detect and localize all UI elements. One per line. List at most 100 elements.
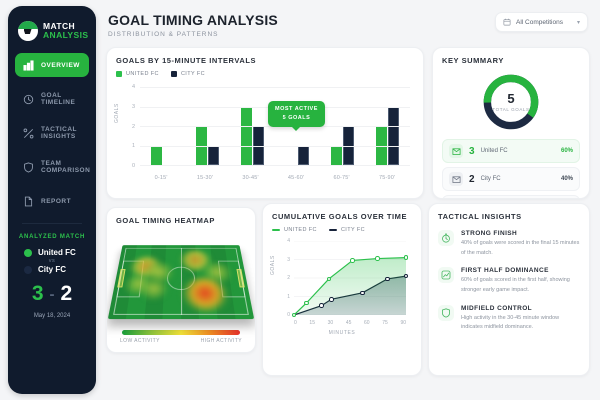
y-tick-label: 2	[131, 123, 135, 130]
donut-chart: 5 TOTAL GOALS	[480, 71, 542, 133]
bar-city[interactable]	[208, 145, 219, 165]
insight-text: 60% of goals scored in the first half, s…	[461, 277, 570, 293]
page-title: GOAL TIMING ANALYSIS	[108, 12, 278, 28]
score-separator: -	[49, 285, 55, 303]
line-chart-x-axis-label: MINUTES	[328, 330, 356, 336]
x-tick-label: 15-30'	[196, 175, 214, 181]
line-point-marker[interactable]	[291, 312, 297, 318]
insight-title: STRONG FINISH	[461, 230, 518, 237]
cumulative-goals-card: CUMULATIVE GOALS OVER TIME UNITED FC CIT…	[262, 203, 422, 376]
bar-united[interactable]	[151, 145, 162, 165]
bar-united[interactable]	[331, 145, 342, 165]
insight-body: FIRST HALF DOMINANCE 60% of goals scored…	[461, 267, 580, 295]
x-tick-label: 60-75'	[333, 175, 350, 181]
line-point-marker[interactable]	[350, 258, 355, 263]
y-tick-label: 1	[131, 143, 135, 150]
donut-chart-svg	[483, 74, 539, 130]
y-tick-label: 3	[287, 256, 290, 263]
bar-city[interactable]	[298, 145, 309, 165]
x-tick-label: 0	[294, 320, 297, 326]
insight-midfield-control: MIDFIELD CONTROL High activity in the 30…	[438, 304, 580, 333]
sidebar-item-goal-timeline[interactable]: GOAL TIMELINE	[15, 87, 89, 111]
sidebar-item-report[interactable]: REPORT	[15, 189, 89, 213]
bar-chart-title: GOALS BY 15-MINUTE INTERVALS	[116, 56, 256, 65]
goal-timing-heatmap-card: GOAL TIMING HEATMAP LOW AC	[106, 207, 256, 353]
brand-text: MATCH ANALYSIS	[43, 22, 88, 40]
shield-icon	[438, 304, 454, 321]
bar-group[interactable]	[151, 87, 174, 165]
legend-label: UNITED FC	[284, 227, 317, 233]
legend-item-united: UNITED FC	[116, 71, 159, 77]
summary-row-united: 3 United FC 60%	[442, 139, 580, 163]
line-point-marker[interactable]	[360, 290, 365, 296]
main-content: GOAL TIMING ANALYSIS DISTRIBUTION & PATT…	[96, 0, 600, 400]
donut-total-caption: TOTAL GOALS	[492, 107, 530, 112]
home-team-row: United FC	[16, 248, 88, 257]
summary-label: United FC	[480, 148, 508, 154]
heatmap-colorbar	[122, 330, 240, 335]
insight-body: STRONG FINISH 40% of goals were scored i…	[461, 230, 580, 258]
bar-chart-y-axis-label: GOALS	[114, 103, 120, 123]
summary-label: City FC	[480, 176, 501, 182]
legend-dash-icon	[272, 228, 280, 232]
goals-by-interval-card: GOALS BY 15-MINUTE INTERVALS UNITED FC C…	[106, 47, 424, 199]
home-team-name: United FC	[38, 248, 76, 257]
insight-title: MIDFIELD CONTROL	[461, 304, 533, 312]
sidebar-item-label: GOAL TIMELINE	[41, 92, 76, 106]
bar-chart-legend: UNITED FC CITY FC	[116, 71, 414, 77]
goal-net-icon	[449, 172, 463, 186]
brand-line-1: MATCH	[43, 21, 76, 32]
clock-icon	[23, 94, 34, 104]
line-point-marker[interactable]	[326, 276, 332, 282]
bar-city[interactable]	[388, 106, 399, 165]
heatmap-hotspot	[144, 262, 174, 283]
most-active-tooltip: MOST ACTIVE 5 GOALS	[268, 101, 325, 128]
competition-filter-dropdown[interactable]: All Competitions ▾	[495, 12, 588, 32]
line-chart-plot-area: GOALS 0 1 2 3 4 0 15 30 45 60 75 90 MINUTES	[270, 235, 412, 336]
line-point-marker[interactable]	[375, 256, 380, 261]
line-point-marker[interactable]	[319, 303, 324, 309]
bar-chart-icon	[23, 59, 34, 71]
line-point-marker[interactable]	[304, 300, 309, 306]
bar-chart-plot-area: GOALS 0 1 2 3 4 0-15' 15-30' 30-45' 45-60' 60-75…	[114, 79, 414, 183]
line-point-marker[interactable]	[329, 296, 334, 302]
gridline: 0	[132, 163, 410, 169]
score-home: 3	[31, 282, 44, 305]
line-chart-legend: UNITED FC CITY FC	[272, 227, 412, 233]
match-date: May 18, 2024	[33, 313, 71, 319]
document-icon	[24, 196, 33, 206]
trend-up-icon	[438, 267, 454, 284]
heatmap-legend-high: HIGH ACTIVITY	[200, 338, 242, 344]
heatmap-legend-low: LOW ACTIVITY	[120, 338, 160, 344]
line-chart-title: CUMULATIVE GOALS OVER TIME	[272, 212, 407, 221]
score-away: 2	[60, 282, 73, 305]
score-row: 3 - 2	[16, 282, 88, 306]
shield-icon	[24, 161, 33, 173]
y-tick-label: 4	[131, 84, 135, 90]
sidebar-item-team-comparison[interactable]: TEAM COMPARISON	[15, 155, 91, 179]
tactical-insights-card: TACTICAL INSIGHTS STRONG FINISH 40% of g…	[428, 203, 590, 376]
dashboard-grid: GOALS BY 15-MINUTE INTERVALS UNITED FC C…	[106, 47, 590, 376]
line-point-marker[interactable]	[403, 273, 409, 279]
line-point-marker[interactable]	[385, 276, 390, 282]
x-tick-label: 75-90'	[378, 175, 396, 181]
stopwatch-icon	[438, 230, 454, 246]
analyzed-match-card: ANALYZED MATCH United FC vs City FC 3 - …	[8, 224, 96, 319]
insight-title: FIRST HALF DOMINANCE	[461, 267, 549, 275]
legend-swatch-icon	[116, 71, 122, 77]
insight-text: High activity in the 30-45 minute window…	[461, 314, 560, 331]
sidebar-item-tactical-insights[interactable]: TACTICAL INSIGHTS	[15, 121, 89, 145]
summary-value: 2	[469, 173, 475, 185]
x-tick-label: 15	[309, 320, 315, 326]
sidebar-item-overview[interactable]: OVERVIEW	[15, 53, 89, 77]
sidebar-item-label: TEAM COMPARISON	[41, 160, 91, 174]
page-subtitle: DISTRIBUTION & PATTERNS	[108, 31, 219, 38]
y-tick-label: 3	[131, 103, 135, 110]
y-tick-label: 0	[131, 163, 135, 169]
bar-united[interactable]	[241, 106, 252, 165]
key-summary-title: KEY SUMMARY	[442, 56, 504, 65]
line-series-united[interactable]	[294, 258, 406, 315]
sidebar-item-label: OVERVIEW	[41, 61, 80, 69]
line-point-marker[interactable]	[403, 255, 409, 260]
